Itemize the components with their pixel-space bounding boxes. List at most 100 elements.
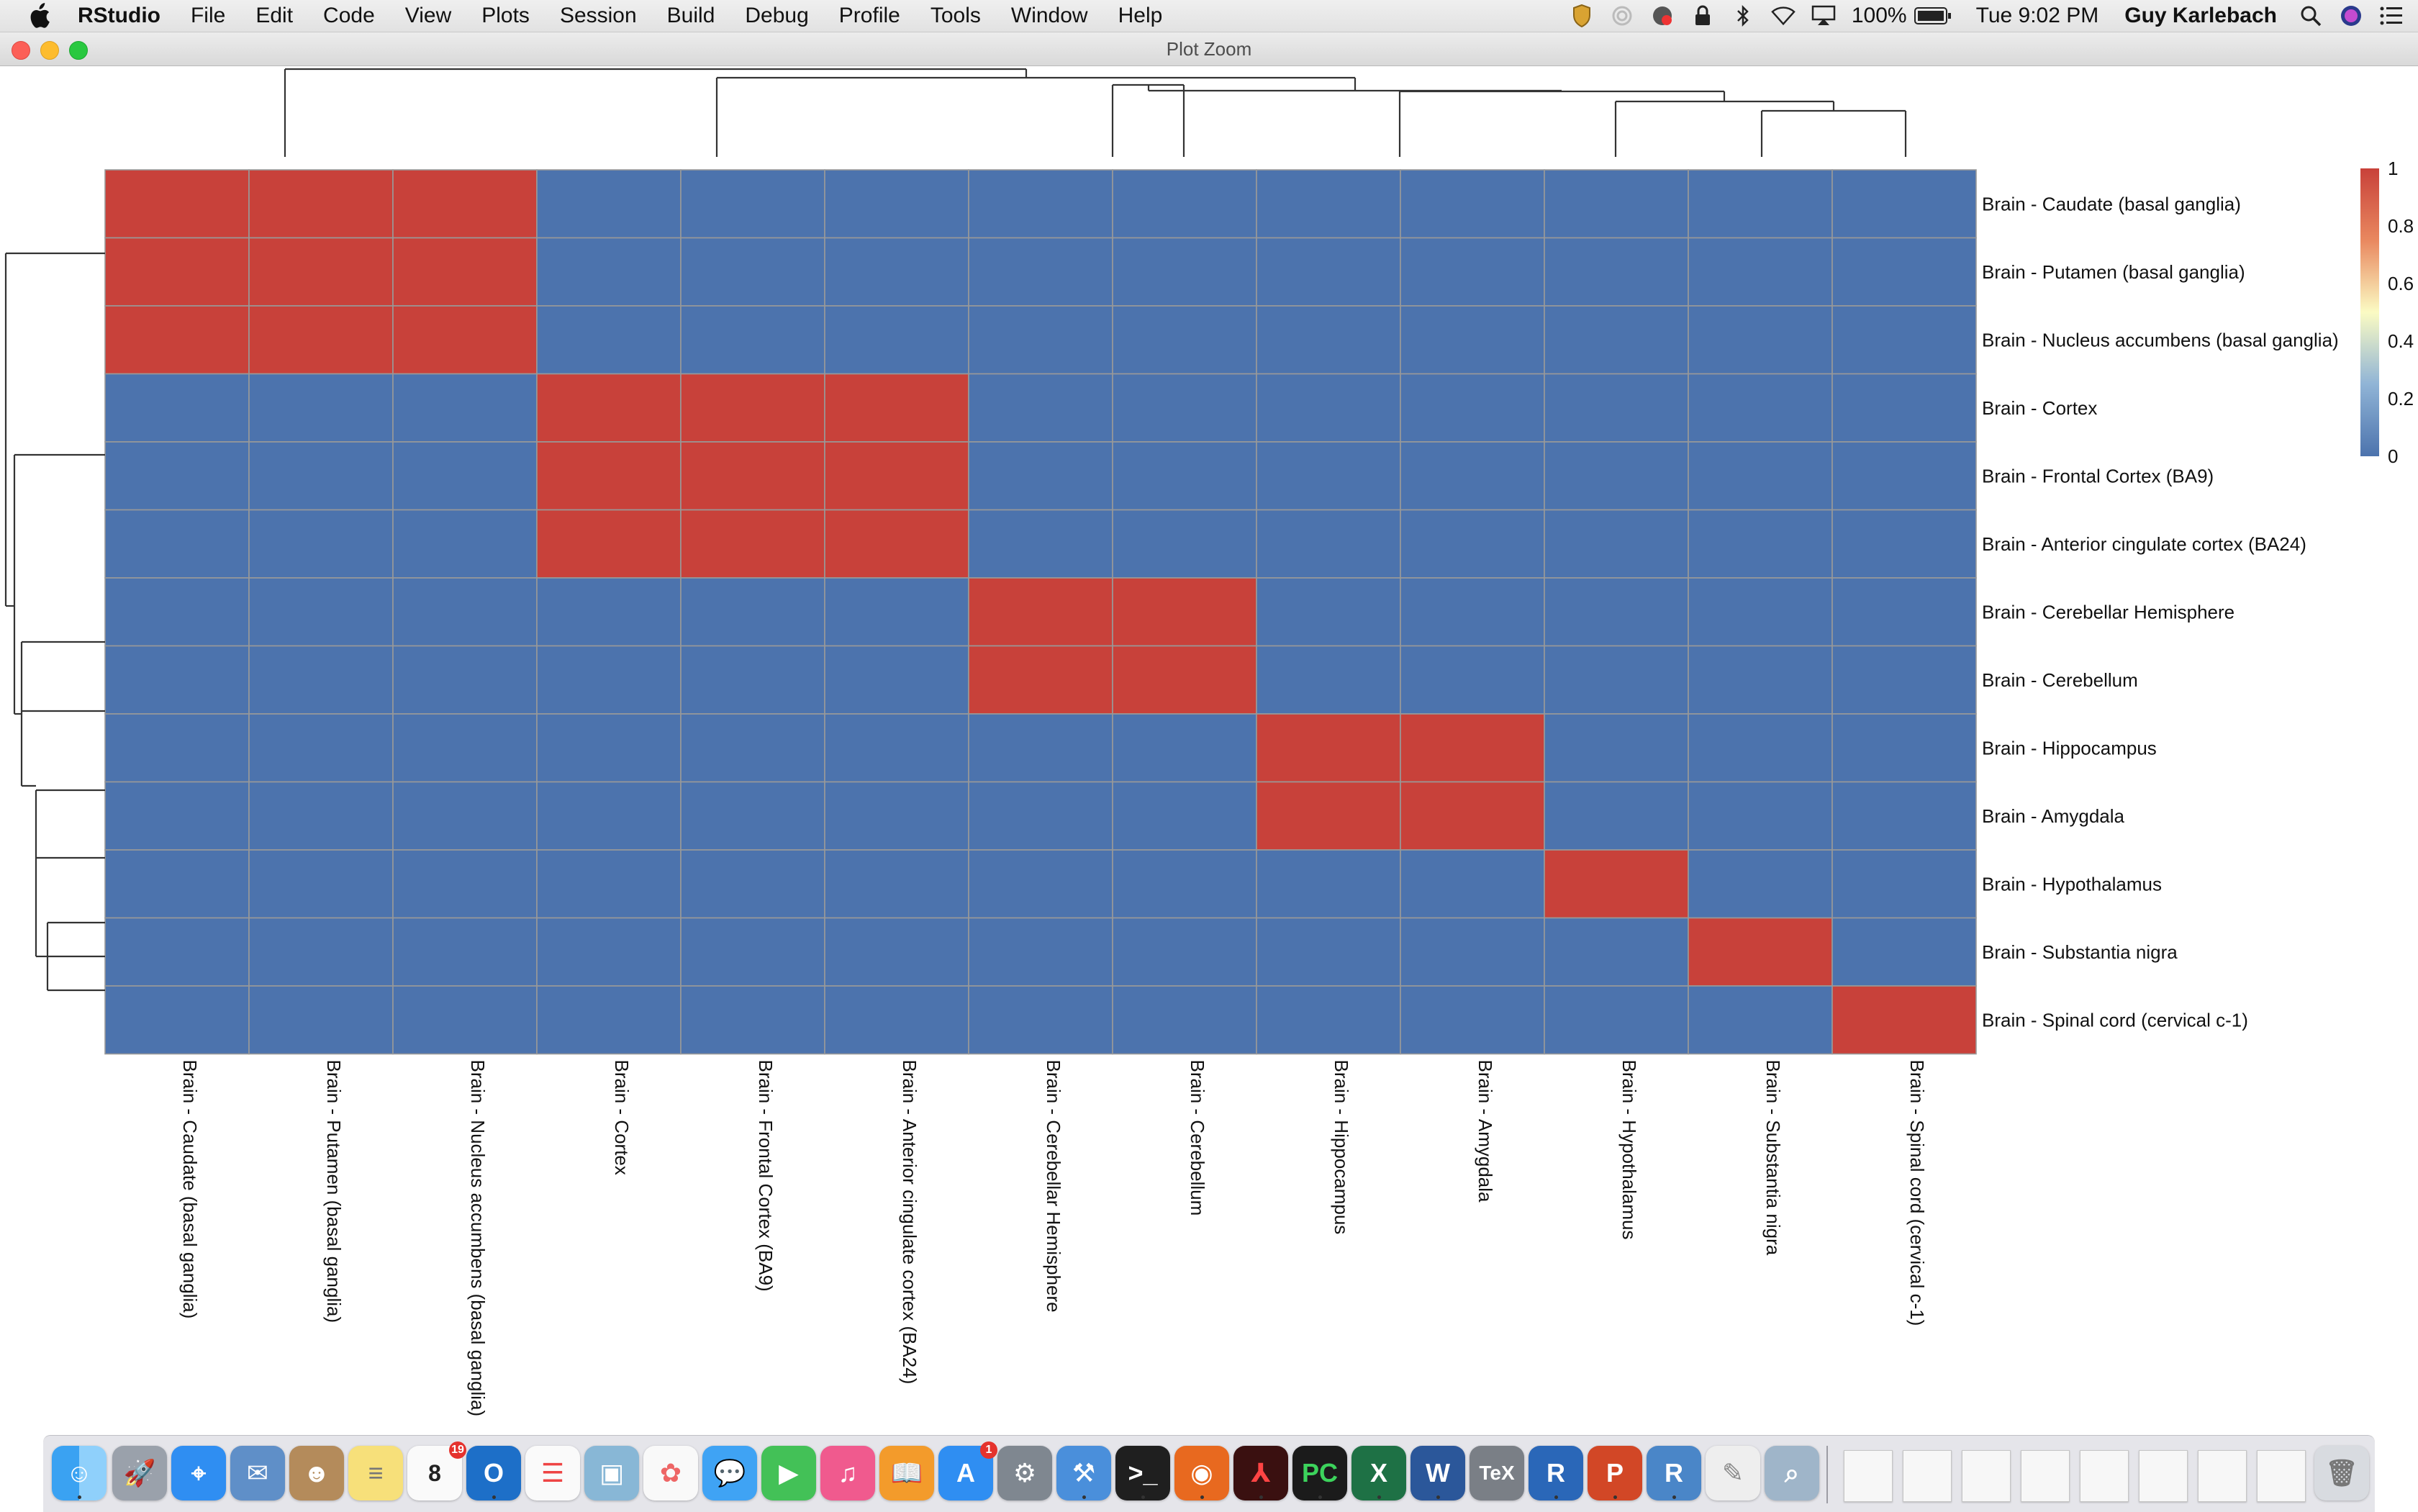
contacts-icon[interactable]: ☻ <box>289 1446 344 1500</box>
wifi-icon[interactable] <box>1771 4 1796 28</box>
finder-icon[interactable]: ☺ <box>52 1446 107 1500</box>
menu-debug[interactable]: Debug <box>745 4 809 27</box>
user-name[interactable]: Guy Karlebach <box>2124 4 2277 27</box>
photos-icon[interactable]: ✿ <box>643 1446 698 1500</box>
heatmap-cell <box>392 577 538 647</box>
system-preferences-icon[interactable]: ⚙ <box>997 1446 1052 1500</box>
apple-menu-icon[interactable] <box>27 3 53 29</box>
row-label: Brain - Spinal cord (cervical c-1) <box>1982 1009 2248 1031</box>
document-thumbnail-icon[interactable] <box>2080 1450 2129 1502</box>
legend-tick-label: 1 <box>2388 158 2398 179</box>
shield-icon[interactable] <box>1570 4 1594 28</box>
tex-icon[interactable]: TeX <box>1470 1446 1524 1500</box>
word-icon[interactable]: W <box>1410 1446 1465 1500</box>
spiral-icon[interactable] <box>1610 4 1634 28</box>
airplay-icon[interactable] <box>1811 4 1836 28</box>
document-thumbnail-icon[interactable] <box>2139 1450 2188 1502</box>
menu-build[interactable]: Build <box>666 4 715 27</box>
row-label: Brain - Nucleus accumbens (basal ganglia… <box>1982 329 2339 350</box>
powerpoint-icon[interactable]: P <box>1588 1446 1642 1500</box>
heatmap-cell <box>1688 509 1833 579</box>
heatmap-cell <box>1831 645 1977 715</box>
reminders-icon[interactable]: ☰ <box>525 1446 580 1500</box>
heatmap-cell <box>536 577 682 647</box>
xcode-icon[interactable]: ⚒ <box>1056 1446 1111 1500</box>
excel-icon[interactable]: X <box>1351 1446 1406 1500</box>
notification-center-icon[interactable] <box>2379 4 2404 28</box>
heatmap-cell <box>968 849 1113 919</box>
menu-view[interactable]: View <box>404 4 452 27</box>
record-icon[interactable] <box>1650 4 1675 28</box>
notes-icon[interactable]: ≡ <box>348 1446 403 1500</box>
trash-icon[interactable]: 🗑 <box>2314 1446 2369 1500</box>
facetime-icon[interactable]: ▶ <box>761 1446 816 1500</box>
lock-icon[interactable] <box>1690 4 1715 28</box>
heatmap-cell <box>824 509 969 579</box>
image-capture-icon[interactable]: ⌕ <box>1765 1446 1819 1500</box>
heatmap-cell <box>248 441 394 511</box>
pycharm-icon[interactable]: PC <box>1292 1446 1347 1500</box>
siri-icon[interactable] <box>2339 4 2363 28</box>
firefox-icon[interactable]: ◉ <box>1174 1446 1229 1500</box>
menu-window[interactable]: Window <box>1010 4 1088 27</box>
heatmap-cell <box>1400 305 1545 375</box>
rstudio-icon[interactable]: R <box>1647 1446 1701 1500</box>
terminal-icon[interactable]: >_ <box>1115 1446 1170 1500</box>
document-thumbnail-icon[interactable] <box>2198 1450 2247 1502</box>
heatmap-cell <box>392 441 538 511</box>
heatmap-cell <box>680 645 825 715</box>
heatmap-cell <box>968 237 1113 307</box>
preview-icon[interactable]: ▣ <box>584 1446 639 1500</box>
document-thumbnail-icon[interactable] <box>1844 1450 1893 1502</box>
textedit-icon[interactable]: ✎ <box>1706 1446 1760 1500</box>
menu-session[interactable]: Session <box>559 4 637 27</box>
document-thumbnail-icon[interactable] <box>2021 1450 2070 1502</box>
close-window-button[interactable] <box>12 41 30 60</box>
menu-tools[interactable]: Tools <box>930 4 981 27</box>
column-label: Brain - Caudate (basal ganglia) <box>179 1060 201 1319</box>
heatmap-cell <box>680 985 825 1055</box>
heatmap-cell <box>248 237 394 307</box>
heatmap-cell <box>104 917 250 987</box>
launchpad-icon[interactable]: 🚀 <box>112 1446 167 1500</box>
heatmap-cell <box>1688 237 1833 307</box>
outlook-icon[interactable]: O <box>466 1446 521 1500</box>
heatmap-cell <box>1112 373 1257 443</box>
column-label: Brain - Putamen (basal ganglia) <box>323 1060 345 1323</box>
calendar-icon[interactable]: 8 19 <box>407 1441 466 1500</box>
legend-tick-label: 0.2 <box>2388 388 2414 409</box>
heatmap-cell <box>1112 713 1257 783</box>
document-thumbnail-icon[interactable] <box>1962 1450 2011 1502</box>
menu-plots[interactable]: Plots <box>481 4 530 27</box>
document-thumbnail-icon[interactable] <box>1903 1450 1952 1502</box>
itunes-icon[interactable]: ♫ <box>820 1446 875 1500</box>
clock[interactable]: Tue 9:02 PM <box>1975 4 2099 27</box>
r-app-icon[interactable]: R <box>1529 1446 1583 1500</box>
document-thumbnail-icon[interactable] <box>2257 1450 2306 1502</box>
menu-edit[interactable]: Edit <box>255 4 294 27</box>
minimize-window-button[interactable] <box>40 41 59 60</box>
menu-help[interactable]: Help <box>1118 4 1163 27</box>
messages-icon[interactable]: 💬 <box>702 1446 757 1500</box>
column-label: Brain - Nucleus accumbens (basal ganglia… <box>467 1060 489 1417</box>
zoom-window-button[interactable] <box>69 41 88 60</box>
heatmap-cell <box>680 849 825 919</box>
menu-app-name[interactable]: RStudio <box>78 4 160 27</box>
heatmap-cell <box>968 781 1113 851</box>
mail-icon[interactable]: ✉ <box>230 1446 285 1500</box>
column-dendrogram <box>284 68 1907 157</box>
heatmap-cell <box>536 645 682 715</box>
ibooks-icon[interactable]: 📖 <box>879 1446 934 1500</box>
search-icon[interactable] <box>2299 4 2323 28</box>
battery-icon[interactable] <box>1914 4 1952 28</box>
heatmap-cell <box>392 169 538 239</box>
menu-file[interactable]: File <box>190 4 226 27</box>
bluetooth-icon[interactable] <box>1731 4 1755 28</box>
heatmap-cell <box>1688 713 1833 783</box>
menu-code[interactable]: Code <box>323 4 375 27</box>
menu-profile[interactable]: Profile <box>838 4 900 27</box>
acrobat-icon[interactable]: ⅄ <box>1233 1446 1288 1500</box>
safari-icon[interactable]: ⌖ <box>171 1446 226 1500</box>
